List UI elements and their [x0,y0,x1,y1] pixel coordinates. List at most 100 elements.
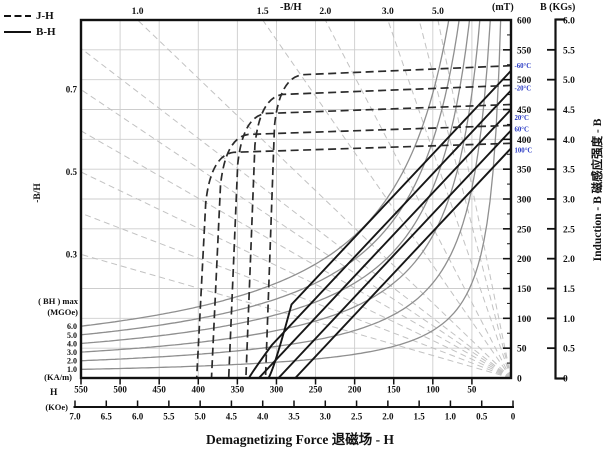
bh-curve--60°C [267,70,512,379]
mgoe-label: 4.0 [67,339,77,348]
legend-row-jh: J-H [4,8,56,24]
koe-tick-label: 3.5 [288,412,300,422]
kam-tick-label: 250 [309,385,323,395]
load-line-ray [80,48,512,379]
koe-unit-label: (KOe) [45,402,68,412]
koe-tick-label: 2.5 [351,412,363,422]
kgs-tick-label: 1.5 [563,285,575,295]
mt-unit-label: (mT) [492,2,514,13]
koe-tick-label: 7.0 [69,412,81,422]
mt-tick-label: 400 [517,136,532,146]
bh-solid-line-swatch [4,31,31,33]
koe-tick-label: 0.5 [476,412,488,422]
kgs-tick-label: 4.5 [563,106,575,116]
kam-tick-label: 500 [113,385,127,395]
koe-tick-label: 5.5 [163,412,175,422]
chart-legend: J-H B-H [4,8,56,40]
load-line-ray [137,19,512,379]
mt-tick-label: 500 [517,76,532,86]
mgoe-label: 2.0 [67,357,77,366]
mt-tick-label: 50 [517,345,527,355]
mt-tick-label: 150 [517,285,532,295]
koe-tick-label: 3.0 [320,412,332,422]
bhmax-contour [81,19,471,345]
bh-curve--20°C [248,89,512,379]
ratio-top-label: 5.0 [432,7,444,17]
x-axis-title: Demagnetizing Force 退磁场 - H [206,432,394,447]
ratio-top-label: 1.0 [132,7,144,17]
legend-jh-label: J-H [36,10,54,22]
koe-tick-label: 5.0 [195,412,207,422]
load-line-ray [437,19,512,379]
mgoe-label: 1.0 [67,365,77,374]
kam-tick-label: 200 [348,385,362,395]
kam-tick-label: 350 [231,385,245,395]
ratio-left-label: 0.3 [66,249,78,259]
temp-label-100°C: 100°C [515,148,533,155]
ratio-left-label: 0.7 [66,85,78,95]
legend-bh-label: B-H [36,26,56,38]
left-ratio-axis-label: -B/H [33,183,43,203]
jh-dashed-line-swatch [4,15,31,17]
ratio-top-label: 1.5 [257,7,269,17]
kam-tick-label: 450 [152,385,166,395]
kgs-tick-label: 4.0 [563,136,575,146]
kam-unit-label: (KA/m) [44,372,72,382]
mgoe-unit-label: (MGOe) [47,307,78,317]
kgs-tick-label: 3.5 [563,166,575,176]
load-line-ray [80,89,512,379]
mt-tick-label: 350 [517,166,532,176]
mt-tick-label: 300 [517,196,532,206]
bh-curve-100°C [294,147,512,379]
jh-curve-100°C [195,142,512,379]
temp-label-20°C: 20°C [515,115,530,122]
temp-label--60°C: -60°C [515,63,532,70]
koe-tick-label: 6.5 [101,412,113,422]
kgs-tick-label: 3.0 [563,196,575,206]
bhmax-contour [81,19,491,362]
bh-curve-20°C [258,108,512,379]
jh-curve--20°C [245,84,512,379]
koe-tick-label: 1.5 [414,412,426,422]
mt-tick-label: 600 [517,17,532,27]
ratio-left-label: 0.5 [66,167,78,177]
kgs-tick-label: 1.0 [563,315,575,325]
h-axis-letter: H [50,388,58,398]
load-line-ray [387,19,512,379]
kgs-tick-label: 5.0 [563,76,575,86]
kgs-tick-label: 2.5 [563,225,575,235]
kam-tick-label: 550 [74,385,88,395]
koe-tick-label: 1.0 [445,412,457,422]
kam-tick-label: 150 [387,385,401,395]
kgs-tick-label: 6.0 [563,17,575,27]
load-line-ray [324,19,512,379]
bhmax-contour [81,19,481,353]
koe-tick-label: 4.0 [257,412,269,422]
load-line-ray [418,19,512,379]
mt-tick-label: 250 [517,225,532,235]
koe-tick-label: 6.0 [132,412,144,422]
temp-label-60°C: 60°C [515,127,530,134]
bhmax-label: ( BH ) max [38,296,78,306]
mt-tick-label: 550 [517,46,532,56]
mt-tick-label: 450 [517,106,532,116]
jh-curve-20°C [227,103,512,379]
load-line-ray [262,19,512,379]
plot-area [80,19,512,379]
temp-label--20°C: -20°C [515,86,532,93]
mt-tick-label: 200 [517,255,532,265]
koe-tick-label: 2.0 [382,412,394,422]
kam-tick-label: 50 [467,385,477,395]
bh-curve-60°C [277,129,512,379]
kam-tick-label: 300 [270,385,284,395]
bhmax-contour [82,19,502,370]
mt-tick-label: 0 [517,375,522,385]
kgs-tick-label: 5.5 [563,46,575,56]
mgoe-label: 6.0 [67,322,77,331]
kgs-unit-label: B (KGs) [540,2,576,13]
right-axis-title: Induction - B 磁感应强度 - B [592,118,604,262]
kam-tick-label: 400 [192,385,206,395]
kgs-tick-label: 0 [563,375,568,385]
